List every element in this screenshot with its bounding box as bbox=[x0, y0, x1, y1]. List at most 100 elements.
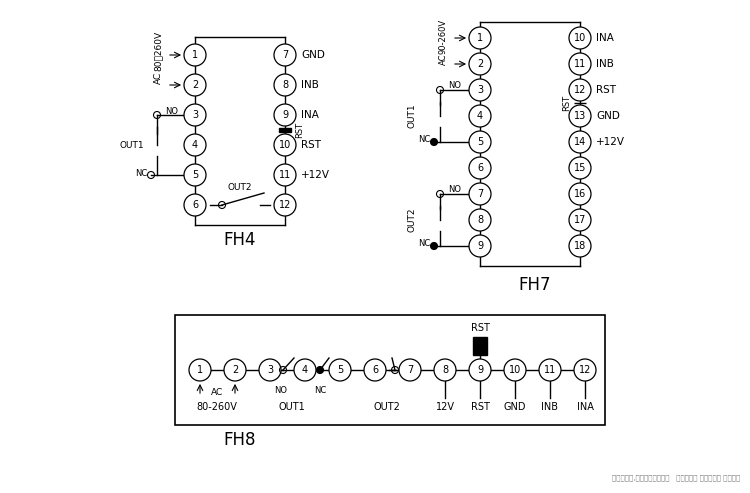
Text: 15: 15 bbox=[574, 163, 586, 173]
Text: 8: 8 bbox=[282, 80, 288, 90]
Text: 5: 5 bbox=[337, 365, 343, 375]
Circle shape bbox=[184, 44, 206, 66]
Circle shape bbox=[434, 359, 456, 381]
Text: 4: 4 bbox=[477, 111, 483, 121]
Circle shape bbox=[469, 235, 491, 257]
Circle shape bbox=[274, 104, 296, 126]
Text: FH8: FH8 bbox=[224, 431, 256, 449]
Circle shape bbox=[184, 104, 206, 126]
Circle shape bbox=[430, 243, 437, 249]
Text: NO: NO bbox=[448, 185, 461, 195]
Circle shape bbox=[574, 359, 596, 381]
Text: INB: INB bbox=[301, 80, 319, 90]
Text: 17: 17 bbox=[574, 215, 586, 225]
Text: OUT1: OUT1 bbox=[279, 402, 305, 412]
Text: 1: 1 bbox=[477, 33, 483, 43]
Text: 1: 1 bbox=[192, 50, 198, 60]
Text: RST: RST bbox=[301, 140, 321, 150]
Text: 11: 11 bbox=[544, 365, 556, 375]
Text: INB: INB bbox=[542, 402, 559, 412]
Circle shape bbox=[224, 359, 246, 381]
Text: RST: RST bbox=[562, 95, 571, 111]
Circle shape bbox=[274, 44, 296, 66]
Text: 5: 5 bbox=[477, 137, 483, 147]
Text: 4: 4 bbox=[302, 365, 308, 375]
Text: OUT2: OUT2 bbox=[407, 208, 416, 232]
Text: 10: 10 bbox=[279, 140, 291, 150]
Text: AC: AC bbox=[154, 72, 163, 84]
Text: 8: 8 bbox=[442, 365, 448, 375]
Text: NO: NO bbox=[274, 386, 287, 395]
Circle shape bbox=[469, 27, 491, 49]
Text: 2: 2 bbox=[232, 365, 238, 375]
Text: 16: 16 bbox=[574, 189, 586, 199]
Text: 6: 6 bbox=[477, 163, 483, 173]
Text: NC: NC bbox=[314, 386, 326, 395]
Circle shape bbox=[259, 359, 281, 381]
Text: 3: 3 bbox=[267, 365, 273, 375]
Circle shape bbox=[469, 157, 491, 179]
Circle shape bbox=[184, 74, 206, 96]
Text: 4: 4 bbox=[192, 140, 198, 150]
Text: 18: 18 bbox=[574, 241, 586, 251]
Circle shape bbox=[364, 359, 386, 381]
Circle shape bbox=[469, 183, 491, 205]
Circle shape bbox=[274, 134, 296, 156]
Circle shape bbox=[469, 131, 491, 153]
Text: 5: 5 bbox=[192, 170, 198, 180]
Circle shape bbox=[430, 139, 437, 145]
Text: INB: INB bbox=[596, 59, 613, 69]
Text: RST: RST bbox=[470, 323, 490, 333]
Text: 80～260V: 80～260V bbox=[154, 31, 163, 71]
Text: 9: 9 bbox=[477, 241, 483, 251]
Text: +12V: +12V bbox=[301, 170, 330, 180]
Text: 80-260V: 80-260V bbox=[196, 402, 238, 412]
Text: 9: 9 bbox=[282, 110, 288, 120]
Bar bbox=[175, 315, 605, 425]
Text: 3: 3 bbox=[192, 110, 198, 120]
Circle shape bbox=[469, 209, 491, 231]
Circle shape bbox=[274, 194, 296, 216]
Text: 仪表自动化,显通智能工业化，   一贯作风， 务求效率， 诚信经营: 仪表自动化,显通智能工业化， 一贯作风， 务求效率， 诚信经营 bbox=[612, 475, 740, 481]
Circle shape bbox=[184, 194, 206, 216]
Text: NO: NO bbox=[448, 81, 461, 91]
Text: 12: 12 bbox=[574, 85, 586, 95]
Text: 8: 8 bbox=[477, 215, 483, 225]
Circle shape bbox=[189, 359, 211, 381]
Text: RST: RST bbox=[295, 122, 304, 138]
Text: 9: 9 bbox=[477, 365, 483, 375]
Circle shape bbox=[469, 79, 491, 101]
Text: AC: AC bbox=[211, 388, 224, 397]
Text: GND: GND bbox=[301, 50, 325, 60]
Text: 12V: 12V bbox=[436, 402, 454, 412]
Text: GND: GND bbox=[504, 402, 526, 412]
Circle shape bbox=[469, 105, 491, 127]
Text: 3: 3 bbox=[477, 85, 483, 95]
Text: +12V: +12V bbox=[596, 137, 625, 147]
Text: 12: 12 bbox=[279, 200, 291, 210]
Text: OUT1: OUT1 bbox=[120, 141, 144, 149]
Circle shape bbox=[399, 359, 421, 381]
Text: 7: 7 bbox=[406, 365, 413, 375]
Text: AC: AC bbox=[439, 53, 448, 65]
Text: NC: NC bbox=[418, 136, 430, 144]
Text: 10: 10 bbox=[509, 365, 521, 375]
Circle shape bbox=[569, 27, 591, 49]
Text: OUT1: OUT1 bbox=[407, 104, 416, 128]
Text: 11: 11 bbox=[279, 170, 291, 180]
Text: FH4: FH4 bbox=[224, 231, 256, 249]
Circle shape bbox=[184, 164, 206, 186]
Circle shape bbox=[569, 79, 591, 101]
Text: 11: 11 bbox=[574, 59, 586, 69]
Circle shape bbox=[569, 131, 591, 153]
Text: 10: 10 bbox=[574, 33, 586, 43]
Circle shape bbox=[274, 164, 296, 186]
Text: RST: RST bbox=[470, 402, 490, 412]
Text: OUT2: OUT2 bbox=[228, 182, 252, 191]
Text: NO: NO bbox=[165, 106, 178, 115]
Text: 7: 7 bbox=[282, 50, 288, 60]
Circle shape bbox=[504, 359, 526, 381]
Circle shape bbox=[274, 74, 296, 96]
Text: 2: 2 bbox=[477, 59, 483, 69]
Bar bbox=[473, 337, 487, 355]
